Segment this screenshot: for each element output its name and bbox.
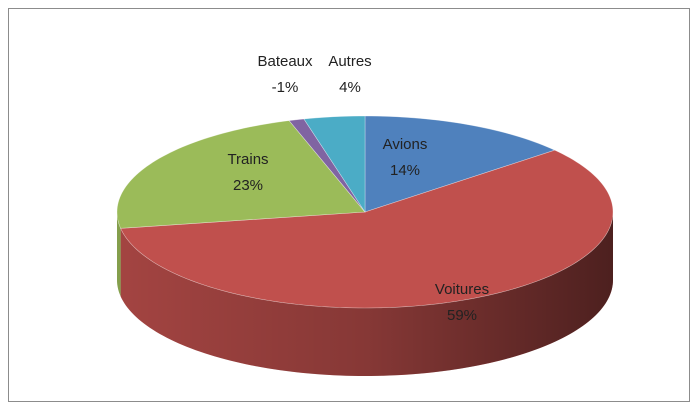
slice <box>303 115 366 214</box>
slice <box>364 115 556 213</box>
slice-value-label: 4% <box>339 79 361 96</box>
slice-label: Bateaux <box>257 53 313 70</box>
slice <box>116 120 366 229</box>
slice-label: Trains <box>227 151 268 168</box>
side-shade <box>117 212 613 376</box>
slice <box>120 149 614 309</box>
slice-value-label: 59% <box>447 307 477 324</box>
slice-value-label: 23% <box>233 177 263 194</box>
slice-label: Autres <box>328 53 371 70</box>
slice-value-label: 14% <box>390 162 420 179</box>
slice-label: Avions <box>383 136 428 153</box>
slice-value-label: -1% <box>272 79 299 96</box>
slice-label: Voitures <box>435 281 489 298</box>
